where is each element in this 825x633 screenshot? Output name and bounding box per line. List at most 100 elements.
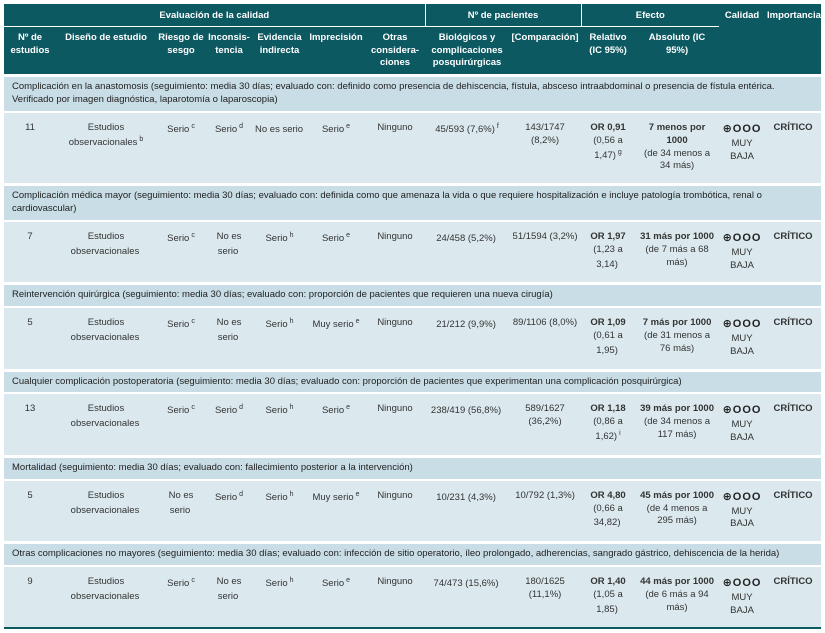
cell-biologics: 10/231 (4,3%) (425, 479, 510, 543)
cell-biologics: 24/458 (5,2%) (425, 220, 510, 284)
header-col-inconsistency: Inconsis-tencia (206, 26, 252, 76)
cell-num-studies: 13 (4, 393, 56, 457)
cell-imprecision: Muy serio e (307, 479, 365, 543)
cell-comparison: 10/792 (1,3%) (509, 479, 582, 543)
outcome-section-reintervention: Reintervención quirúrgica (seguimiento: … (4, 282, 822, 371)
table-header: Evaluación de la calidad Nº de pacientes… (4, 4, 822, 76)
cell-relative-effect: OR 1,97 (1,23 a 3,14) (581, 220, 636, 284)
cell-comparison: 143/1747 (8,2%) (509, 112, 582, 185)
cell-importance: CRÍTICO (765, 479, 822, 543)
cell-quality: ⊕OOO MUY BAJA (719, 566, 766, 629)
cell-quality: ⊕OOO MUY BAJA (719, 220, 766, 284)
cell-design: Estudios observacionales (56, 393, 156, 457)
cell-risk-of-bias: No es serio (156, 479, 206, 543)
outcome-section-other-minor: Otras complicaciones no mayores (seguimi… (4, 541, 822, 629)
cell-design: Estudios observacionales (56, 479, 156, 543)
cell-absolute-effect: 31 más por 1000 (de 7 más a 68 más) (635, 220, 720, 284)
cell-design: Estudios observacionales (56, 220, 156, 284)
cell-importance: CRÍTICO (765, 112, 822, 185)
cell-other-considerations: Ninguno (365, 220, 426, 284)
outcome-title: Otras complicaciones no mayores (seguimi… (4, 541, 822, 568)
header-group-effect: Efecto (580, 4, 720, 28)
cell-absolute-effect: 39 más por 1000 (de 34 menos a 117 más) (635, 393, 720, 457)
cell-other-considerations: Ninguno (365, 112, 426, 185)
cell-risk-of-bias: Serio c (156, 307, 206, 371)
cell-other-considerations: Ninguno (365, 393, 426, 457)
outcome-title: Complicación en la anastomosis (seguimie… (4, 74, 822, 114)
cell-indirectness: Serio h (252, 566, 307, 629)
cell-other-considerations: Ninguno (365, 479, 426, 543)
cell-other-considerations: Ninguno (365, 566, 426, 629)
outcome-title: Mortalidad (seguimiento: media 30 días; … (4, 454, 822, 481)
cell-quality: ⊕OOO MUY BAJA (719, 479, 766, 543)
cell-risk-of-bias: Serio c (156, 220, 206, 284)
header-col-design: Diseño de estudio (56, 26, 156, 76)
grade-evidence-table: Evaluación de la calidad Nº de pacientes… (4, 4, 822, 630)
table-row: 11 Estudios observacionales b Serio c Seri… (4, 112, 822, 185)
cell-inconsistency: Serio d (206, 112, 252, 185)
outcome-section-any-complication: Cualquier complicación postoperatoria (s… (4, 368, 822, 457)
header-col-risk-of-bias: Riesgo de sesgo (156, 26, 206, 76)
cell-imprecision: Serio e (307, 220, 365, 284)
table-row: 13 Estudios observacionales Serio c Serio… (4, 393, 822, 457)
cell-importance: CRÍTICO (765, 393, 822, 457)
cell-comparison: 180/1625 (11,1%) (509, 566, 582, 629)
cell-indirectness: No es serio (252, 112, 307, 185)
cell-indirectness: Serio h (252, 307, 307, 371)
grade-quality-icon: ⊕OOO (722, 123, 762, 135)
grade-quality-icon: ⊕OOO (722, 577, 762, 589)
cell-quality: ⊕OOO MUY BAJA (719, 112, 766, 185)
cell-importance: CRÍTICO (765, 220, 822, 284)
header-col-absolute: Absoluto (IC 95%) (635, 26, 720, 76)
cell-indirectness: Serio h (252, 393, 307, 457)
outcome-section-mortality: Mortalidad (seguimiento: media 30 días; … (4, 454, 822, 543)
cell-num-studies: 11 (4, 112, 56, 185)
cell-relative-effect: OR 1,18 (0,86 a 1,62) i (581, 393, 636, 457)
cell-comparison: 589/1627 (36,2%) (509, 393, 582, 457)
cell-quality: ⊕OOO MUY BAJA (719, 393, 766, 457)
cell-imprecision: Serio e (307, 566, 365, 629)
cell-comparison: 51/1594 (3,2%) (509, 220, 582, 284)
outcome-title: Cualquier complicación postoperatoria (s… (4, 368, 822, 395)
header-col-quality: Calidad (719, 4, 766, 76)
cell-relative-effect: OR 1,09 (0,61 a 1,95) (581, 307, 636, 371)
cell-absolute-effect: 44 más por 1000 (de 6 más a 94 más) (635, 566, 720, 629)
cell-relative-effect: OR 0,91 (0,56 a 1,47) g (581, 112, 636, 185)
header-col-num-studies: Nº de estudios (4, 26, 56, 76)
cell-absolute-effect: 45 más por 1000 (de 4 menos a 295 más) (635, 479, 720, 543)
cell-absolute-effect: 7 menos por 1000 (de 34 menos a 34 más) (635, 112, 720, 185)
cell-relative-effect: OR 4,80 (0,66 a 34,82) (581, 479, 636, 543)
grade-quality-icon: ⊕OOO (722, 490, 762, 503)
cell-importance: CRÍTICO (765, 307, 822, 371)
cell-risk-of-bias: Serio c (156, 393, 206, 457)
table-row: 9 Estudios observacionales Serio c No es … (4, 566, 822, 629)
header-col-importance: Importancia (765, 4, 822, 76)
grade-quality-icon: ⊕OOO (722, 231, 762, 244)
header-group-quality-eval: Evaluación de la calidad (4, 4, 426, 28)
header-group-patients: Nº de pacientes (424, 4, 582, 28)
cell-other-considerations: Ninguno (365, 307, 426, 371)
cell-biologics: 238/419 (56,8%) (425, 393, 510, 457)
header-col-indirectness: Evidencia indirecta (252, 26, 307, 76)
cell-absolute-effect: 7 más por 1000 (de 31 menos a 76 más) (635, 307, 720, 371)
cell-num-studies: 9 (4, 566, 56, 629)
header-col-other: Otras considera-ciones (365, 26, 426, 76)
table-row: 5 Estudios observacionales Serio c No es … (4, 307, 822, 371)
cell-imprecision: Muy serio e (307, 307, 365, 371)
cell-biologics: 74/473 (15,6%) (425, 566, 510, 629)
cell-design: Estudios observacionales (56, 566, 156, 629)
cell-quality: ⊕OOO MUY BAJA (719, 307, 766, 371)
grade-quality-icon: ⊕OOO (722, 318, 762, 331)
table-row: 5 Estudios observacionales No es serio S… (4, 479, 822, 543)
cell-design: Estudios observacionales b (56, 112, 156, 185)
cell-importance: CRÍTICO (765, 566, 822, 629)
cell-inconsistency: No es serio (206, 566, 252, 629)
cell-num-studies: 7 (4, 220, 56, 284)
outcome-section-major-medical: Complicación médica mayor (seguimiento: … (4, 183, 822, 284)
header-col-imprecision: Imprecisión (307, 26, 365, 76)
grade-quality-icon: ⊕OOO (722, 404, 762, 417)
cell-inconsistency: No es serio (206, 220, 252, 284)
cell-biologics: 21/212 (9,9%) (425, 307, 510, 371)
cell-inconsistency: No es serio (206, 307, 252, 371)
